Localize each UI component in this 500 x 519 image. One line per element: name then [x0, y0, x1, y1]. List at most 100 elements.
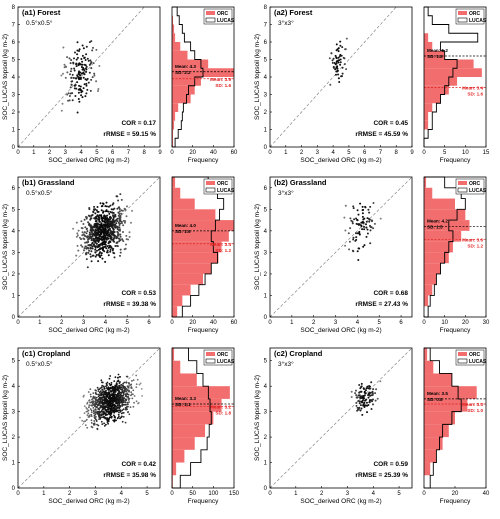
data-point — [355, 396, 358, 399]
data-point — [84, 245, 87, 248]
data-point — [103, 405, 106, 408]
data-point — [108, 227, 111, 230]
data-point — [84, 235, 87, 238]
orc-bar — [424, 411, 455, 425]
data-point — [109, 237, 112, 240]
data-point — [109, 394, 111, 397]
orc-sd-label: SD: 1.2 — [467, 243, 483, 248]
scatter-frame — [269, 347, 413, 489]
data-point — [112, 202, 115, 205]
data-point — [117, 373, 120, 376]
data-point — [106, 406, 108, 409]
data-point — [81, 96, 84, 99]
hist-x-tick-label: 100 — [208, 491, 219, 497]
data-point — [360, 382, 363, 385]
data-point — [96, 239, 99, 242]
data-point — [358, 402, 361, 405]
x-tick-label: 5 — [378, 320, 382, 326]
data-point — [109, 375, 112, 377]
y-tick-label: 6 — [12, 40, 16, 46]
data-point — [99, 202, 102, 205]
data-point — [128, 397, 131, 400]
data-point — [109, 204, 112, 207]
data-point — [371, 393, 374, 396]
data-point — [92, 392, 95, 394]
data-point — [98, 413, 101, 416]
y-tick-label: 1 — [264, 293, 268, 299]
data-point — [364, 389, 367, 392]
y-tick-label: 0 — [264, 486, 268, 492]
data-point — [66, 93, 69, 96]
data-point — [111, 410, 114, 413]
data-point — [115, 407, 117, 410]
x-tick-label: 3 — [64, 150, 68, 156]
data-point — [118, 387, 121, 390]
data-point — [98, 220, 101, 223]
lucas-histogram-line — [424, 176, 466, 318]
orc-bar — [424, 177, 427, 188]
data-point — [127, 396, 129, 399]
data-point — [126, 385, 129, 388]
data-point — [120, 383, 123, 386]
data-point — [60, 74, 63, 77]
data-point — [356, 209, 359, 212]
data-point — [71, 80, 74, 83]
data-point — [103, 412, 105, 415]
data-point — [105, 231, 107, 234]
data-point — [122, 403, 125, 406]
data-point — [104, 205, 107, 208]
data-point — [90, 411, 93, 413]
data-point — [93, 404, 96, 407]
data-point — [375, 388, 378, 391]
legend-lucas-label: LUCAS — [217, 188, 235, 194]
data-point — [94, 400, 96, 403]
y-tick-label: 1 — [12, 293, 16, 299]
data-point — [116, 396, 119, 398]
data-point — [355, 401, 358, 404]
y-tick-label: 5 — [12, 58, 16, 64]
data-point — [92, 62, 95, 65]
data-point — [97, 237, 99, 240]
hist-x-tick-label: 40 — [210, 150, 217, 156]
data-point — [99, 234, 102, 237]
data-point — [124, 388, 126, 390]
orc-mean-label: Mean: 3.6 — [462, 237, 483, 242]
legend-lucas-label: LUCAS — [217, 359, 235, 365]
x-axis-label: SOC_derived ORC (kg m-2) — [300, 157, 381, 164]
data-point — [89, 393, 92, 396]
orc-bar — [424, 263, 441, 274]
x-tick-label: 9 — [158, 150, 162, 156]
x-axis-label: SOC_derived ORC (kg m-2) — [48, 498, 129, 505]
data-point — [119, 248, 122, 251]
data-point — [106, 245, 109, 248]
data-point — [94, 255, 97, 258]
scatter-plot-area — [18, 7, 160, 147]
panel-resolution: 3°x3° — [278, 360, 294, 368]
cor-stat: COR = 0.53 — [121, 290, 156, 297]
data-point — [345, 37, 348, 40]
data-point — [116, 393, 119, 396]
data-point — [118, 403, 120, 406]
x-tick-label: 4 — [331, 150, 335, 156]
data-point — [69, 62, 72, 65]
data-point — [64, 65, 67, 68]
data-point — [374, 392, 377, 395]
data-point — [81, 419, 84, 422]
hist-x-tick-label: 50 — [189, 491, 196, 497]
data-point — [108, 233, 111, 236]
data-point — [94, 417, 96, 420]
data-point — [335, 49, 338, 52]
data-point — [353, 218, 356, 221]
data-point — [105, 397, 107, 400]
orc-mean-label: Mean: 3.4 — [462, 86, 483, 91]
x-tick-label: 2 — [300, 150, 304, 156]
legend-orc-swatch — [206, 352, 215, 356]
data-point — [95, 396, 98, 399]
scatter-points — [79, 373, 144, 431]
hist-x-tick-label: 150 — [229, 491, 240, 497]
orc-sd-label: SD: 1.0 — [467, 408, 483, 413]
data-point — [119, 193, 122, 196]
